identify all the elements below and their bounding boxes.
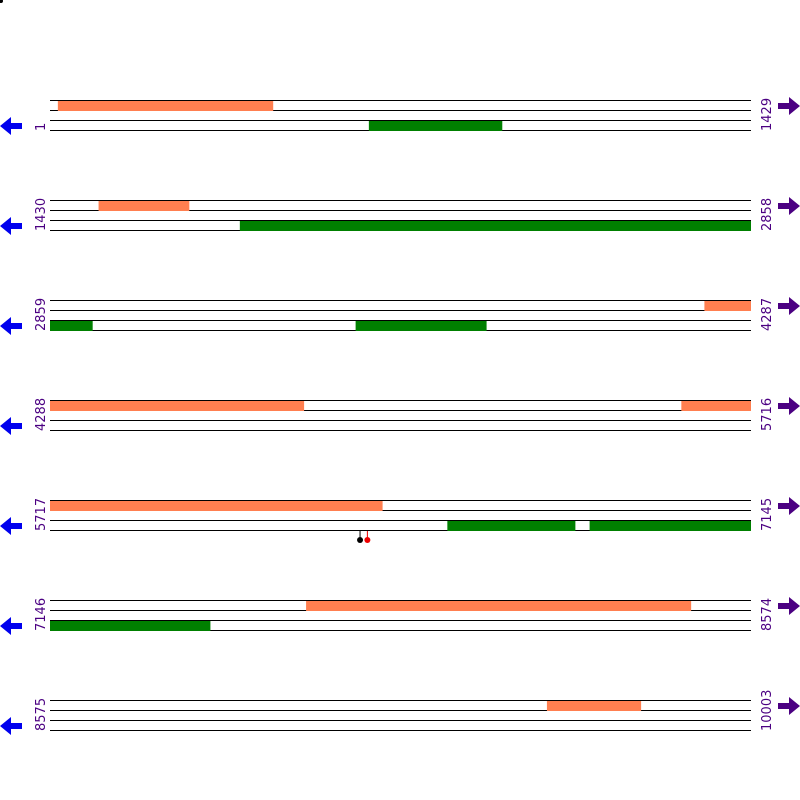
row-end-label: 10003 (760, 690, 775, 731)
corner-dot (0, 0, 3, 3)
reverse-feature[interactable] (50, 621, 211, 631)
forward-feature[interactable] (546, 701, 642, 711)
reverse-feature[interactable] (50, 321, 93, 331)
sequence-row: 1430 2858 (0, 197, 800, 235)
arrow-left-icon[interactable] (0, 717, 22, 735)
row-start-label: 5717 (34, 498, 49, 531)
arrow-right-icon[interactable] (778, 197, 800, 215)
forward-feature[interactable] (704, 301, 751, 311)
arrow-left-icon[interactable] (0, 517, 22, 535)
row-start-label: 1430 (34, 198, 49, 231)
row-start-label: 1 (34, 123, 49, 131)
reverse-feature[interactable] (447, 521, 576, 531)
sequence-row: 5717 7145 (0, 497, 800, 543)
row-end-label: 7145 (760, 498, 775, 531)
reverse-feature[interactable] (239, 221, 752, 231)
sequence-row: 4288 5716 (0, 397, 800, 435)
arrow-left-icon[interactable] (0, 117, 22, 135)
arrow-left-icon[interactable] (0, 417, 22, 435)
arrow-right-icon[interactable] (778, 297, 800, 315)
site-marker[interactable] (364, 537, 371, 543)
arrow-right-icon[interactable] (778, 697, 800, 715)
arrow-right-icon[interactable] (778, 497, 800, 515)
row-start-label: 7146 (34, 598, 49, 631)
map-rows: 1 1429 1430 2858 2859 4287 4288 5716 5717 7145 714… (0, 0, 800, 735)
forward-feature[interactable] (50, 501, 383, 511)
sequence-row: 8575 10003 (0, 690, 800, 735)
forward-feature[interactable] (50, 401, 305, 411)
sequence-row: 2859 4287 (0, 297, 800, 335)
row-start-label: 2859 (34, 298, 49, 331)
arrow-right-icon[interactable] (778, 397, 800, 415)
site-marker[interactable] (357, 537, 364, 543)
arrow-right-icon[interactable] (778, 597, 800, 615)
reverse-feature[interactable] (355, 321, 487, 331)
forward-feature[interactable] (98, 201, 190, 211)
arrow-left-icon[interactable] (0, 317, 22, 335)
row-end-label: 2858 (760, 198, 775, 231)
sequence-row: 7146 8574 (0, 597, 800, 635)
forward-feature[interactable] (57, 101, 274, 111)
row-end-label: 1429 (760, 98, 775, 131)
row-end-label: 5716 (760, 398, 775, 431)
forward-feature[interactable] (681, 401, 751, 411)
row-start-label: 4288 (34, 398, 49, 431)
row-end-label: 8574 (760, 598, 775, 631)
reverse-feature[interactable] (589, 521, 751, 531)
forward-feature[interactable] (306, 601, 692, 611)
arrow-left-icon[interactable] (0, 217, 22, 235)
row-end-label: 4287 (760, 298, 775, 331)
arrow-right-icon[interactable] (778, 97, 800, 115)
sequence-row: 1 1429 (0, 97, 800, 135)
row-start-label: 8575 (34, 698, 49, 731)
arrow-left-icon[interactable] (0, 617, 22, 635)
reverse-feature[interactable] (368, 121, 503, 131)
